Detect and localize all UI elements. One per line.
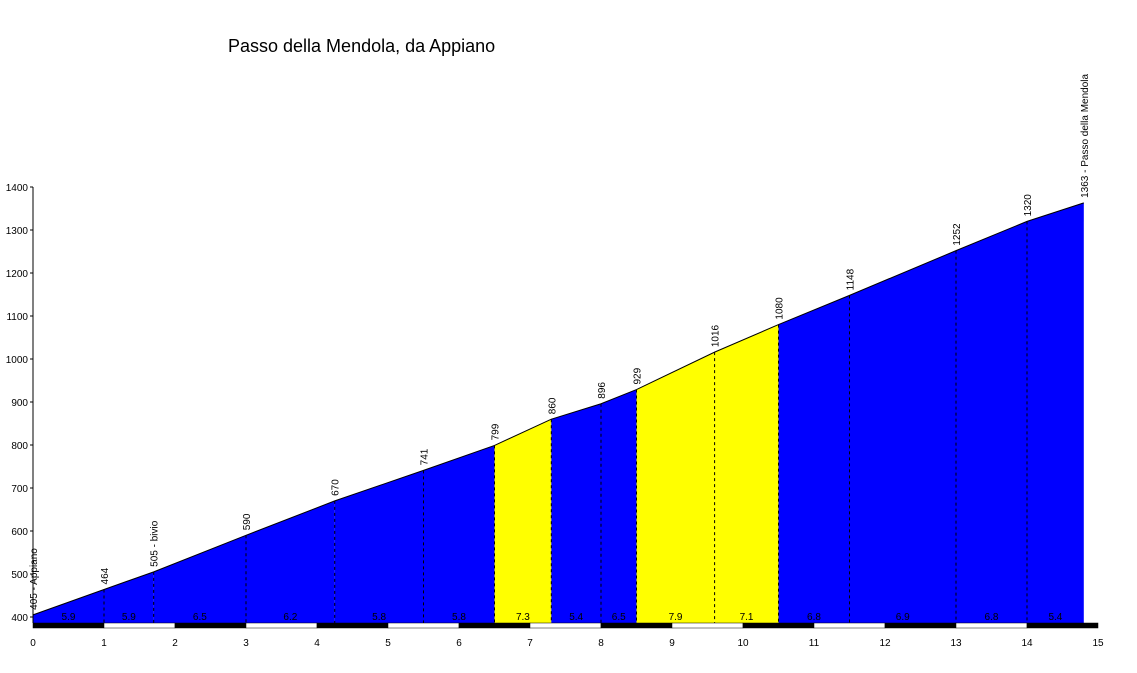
gradient-label: 5.4 (1048, 612, 1062, 623)
x-tick-label: 13 (950, 638, 962, 649)
gradient-label: 7.3 (516, 612, 530, 623)
chart-title: Passo della Mendola, da Appiano (228, 36, 495, 56)
y-tick-label: 900 (11, 398, 28, 409)
scale-bar-segment (316, 622, 389, 629)
profile-segment (494, 419, 552, 623)
elevation-label: 741 (420, 448, 431, 465)
profile-segment (636, 352, 715, 623)
x-tick-label: 5 (385, 638, 391, 649)
y-tick-label: 700 (11, 484, 28, 495)
marker-lines (103, 221, 1028, 623)
gradient-label: 7.1 (740, 612, 754, 623)
elevation-label: 464 (100, 567, 111, 584)
gradient-label: 6.2 (283, 612, 297, 623)
y-tick-label: 500 (11, 570, 28, 581)
scale-bar-segment (103, 622, 176, 629)
elevation-label: 505 - bivio (150, 520, 161, 567)
scale-bar-segment (32, 622, 105, 629)
y-tick-label: 400 (11, 613, 28, 624)
x-tick-label: 8 (598, 638, 604, 649)
elevation-label: 1252 (952, 223, 963, 246)
x-tick-label: 1 (101, 638, 107, 649)
elevation-label: 1320 (1023, 194, 1034, 217)
profile-segment (153, 535, 246, 623)
gradient-label: 5.8 (452, 612, 466, 623)
x-tick-label: 4 (314, 638, 320, 649)
profile-segment (849, 250, 956, 623)
scale-bar-segment (955, 622, 1028, 629)
axes: 400 500 600 700 800 900 1000 1100 1200 1300 1400 0 1… (6, 183, 1104, 649)
gradient-label: 6.5 (612, 612, 626, 623)
x-tick-label: 7 (527, 638, 533, 649)
x-tick-label: 2 (172, 638, 178, 649)
elevation-label: 1148 (846, 268, 857, 290)
scale-bar-segment (813, 622, 886, 629)
scale-bar-segment (245, 622, 318, 629)
x-tick-label: 12 (879, 638, 891, 649)
elevation-label: 590 (242, 513, 253, 530)
scale-bar-segment (458, 622, 531, 629)
elevation-label: 860 (547, 397, 558, 414)
x-tick-label: 11 (809, 638, 820, 649)
x-tick-label: 9 (669, 638, 675, 649)
elevation-label: 1016 (711, 324, 722, 347)
profile-segment (551, 403, 601, 623)
scale-bar-segment (884, 622, 957, 629)
elevation-label: 1080 (775, 297, 786, 320)
x-tick-label: 10 (737, 638, 749, 649)
x-tick-label: 15 (1092, 638, 1104, 649)
y-tick-label: 1100 (6, 312, 28, 323)
gradient-label: 5.8 (372, 612, 386, 623)
y-tick-label: 1000 (6, 355, 29, 366)
gradient-label: 7.9 (669, 612, 683, 623)
profile-segment (423, 445, 495, 623)
gradient-label: 6.5 (193, 612, 207, 623)
x-tick-label: 3 (243, 638, 249, 649)
profile-segment (246, 500, 335, 623)
profile-fills (33, 202, 1084, 623)
distance-scale-bar (32, 622, 1099, 629)
profile-segment (714, 324, 779, 623)
scale-bar-segment (529, 622, 602, 629)
x-tick-label: 14 (1021, 638, 1033, 649)
gradient-label: 5.9 (122, 612, 136, 623)
gradient-label: 5.9 (62, 612, 76, 623)
scale-bar-segment (1026, 622, 1099, 629)
elevation-label: 670 (331, 479, 342, 496)
y-tick-label: 800 (11, 441, 28, 452)
scale-bar-segment (742, 622, 815, 629)
scale-bar-segment (671, 622, 744, 629)
profile-segment (601, 389, 637, 623)
gradient-label: 5.4 (569, 612, 583, 623)
gradient-labels: 5.9 5.9 6.5 6.2 5.8 5.8 7.3 5.4 6.5 7.9 7.1 6.8 6.9 6… (62, 612, 1063, 623)
profile-segment (1027, 202, 1084, 623)
elevation-label: 929 (633, 367, 644, 384)
profile-segment (33, 589, 104, 623)
profile-segment (778, 295, 850, 623)
profile-segment (334, 470, 424, 623)
x-tick-label: 6 (456, 638, 462, 649)
elevation-label: 1363 - Passo della Mendola (1080, 74, 1091, 198)
gradient-label: 6.8 (807, 612, 821, 623)
gradient-label: 6.9 (896, 612, 910, 623)
scale-bar-segment (600, 622, 673, 629)
y-tick-label: 600 (11, 527, 28, 538)
x-tick-label: 0 (30, 638, 36, 649)
elevation-label: 405 - Appiano (29, 548, 40, 610)
scale-bar-segment (174, 622, 247, 629)
elevation-label: 799 (491, 423, 502, 440)
gradient-label: 6.8 (985, 612, 999, 623)
y-tick-label: 1200 (6, 269, 29, 280)
profile-segment (956, 221, 1027, 623)
y-tick-label: 1300 (6, 226, 29, 237)
scale-bar-segment (387, 622, 460, 629)
profile-segment (104, 571, 154, 623)
y-tick-label: 1400 (6, 183, 29, 194)
profile-outline (32, 202, 1084, 616)
elevation-label: 896 (597, 382, 608, 399)
elevation-labels: 405 - Appiano 464 505 - bivio 590 670 741 799 8… (29, 74, 1091, 610)
profile-line (32, 202, 1084, 616)
